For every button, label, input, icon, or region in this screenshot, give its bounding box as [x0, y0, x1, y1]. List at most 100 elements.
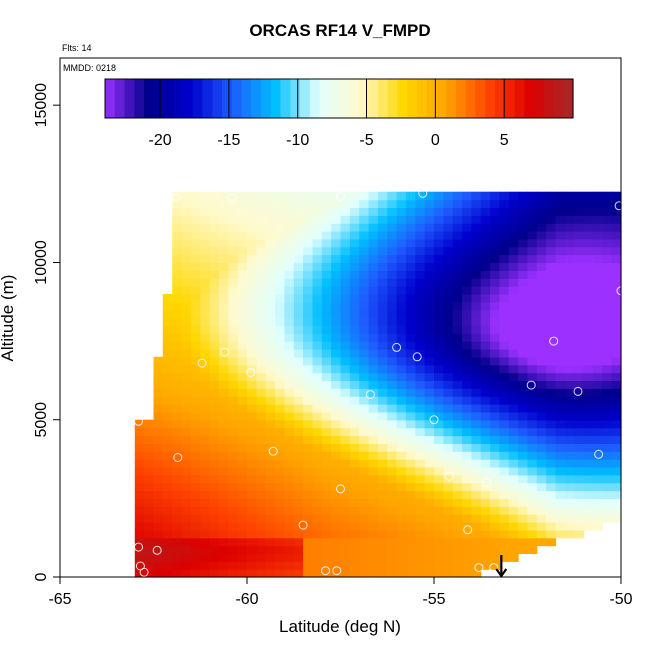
- heatmap-cell: [275, 380, 285, 389]
- heatmap-cell: [499, 404, 510, 413]
- heatmap-cell: [162, 349, 173, 358]
- heatmap-cell: [564, 215, 575, 224]
- heatmap-cell: [359, 278, 370, 287]
- heatmap-cell: [480, 231, 491, 240]
- heatmap-cell: [181, 215, 192, 224]
- heatmap-cell: [349, 223, 360, 232]
- heatmap-cell: [443, 341, 454, 350]
- heatmap-cell: [349, 419, 360, 429]
- heatmap-cell: [209, 474, 220, 484]
- heatmap-cell: [490, 356, 500, 366]
- heatmap-cell: [434, 333, 444, 342]
- heatmap-cell: [546, 514, 557, 523]
- heatmap-cell: [396, 569, 407, 578]
- heatmap-cell: [443, 364, 454, 374]
- heatmap-cell: [162, 514, 173, 523]
- heatmap-cell: [527, 349, 538, 358]
- heatmap-cell: [200, 490, 211, 499]
- heatmap-cell: [471, 396, 482, 405]
- heatmap-cell: [209, 443, 220, 452]
- heatmap-cell: [424, 435, 435, 444]
- heatmap-cell: [583, 490, 594, 499]
- heatmap-cell: [518, 396, 529, 405]
- heatmap-cell: [471, 293, 482, 303]
- heatmap-cell: [564, 396, 575, 405]
- heatmap-cell: [452, 498, 463, 507]
- heatmap-cell: [144, 506, 155, 515]
- colorbar-segment: [563, 79, 574, 118]
- heatmap-cell: [181, 254, 192, 264]
- heatmap-cell: [546, 191, 557, 201]
- heatmap-cell: [564, 199, 575, 208]
- heatmap-cell: [462, 490, 472, 499]
- heatmap-cell: [387, 364, 398, 374]
- heatmap-cell: [490, 553, 500, 562]
- heatmap-cell: [583, 364, 594, 374]
- heatmap-cell: [321, 317, 332, 326]
- heatmap-cell: [583, 380, 594, 389]
- heatmap-cell: [312, 435, 323, 444]
- heatmap-cell: [190, 301, 201, 311]
- heatmap-cell: [564, 301, 575, 311]
- heatmap-cell: [396, 199, 407, 208]
- heatmap-cell: [265, 372, 276, 381]
- heatmap-cell: [536, 459, 547, 468]
- heatmap-cell: [443, 349, 454, 358]
- heatmap-cell: [256, 372, 267, 381]
- heatmap-cell: [387, 317, 398, 326]
- heatmap-cell: [247, 341, 257, 350]
- heatmap-cell: [443, 293, 454, 303]
- heatmap-cell: [181, 333, 192, 342]
- heatmap-cell: [508, 199, 519, 208]
- heatmap-cell: [200, 427, 211, 437]
- heatmap-cell: [471, 215, 482, 224]
- heatmap-cell: [508, 301, 519, 311]
- heatmap-cell: [480, 262, 491, 271]
- heatmap-cell: [331, 349, 342, 358]
- heatmap-cell: [611, 474, 622, 484]
- heatmap-cell: [415, 443, 426, 452]
- heatmap-cell: [387, 419, 398, 429]
- heatmap-cell: [480, 529, 491, 539]
- heatmap-cell: [555, 529, 566, 539]
- heatmap-cell: [434, 380, 444, 389]
- heatmap-cell: [452, 341, 463, 350]
- heatmap-cell: [190, 286, 201, 295]
- heatmap-cell: [275, 356, 285, 366]
- heatmap-cell: [462, 561, 472, 570]
- heatmap-cell: [293, 356, 304, 366]
- heatmap-cell: [209, 341, 220, 350]
- heatmap-cell: [265, 522, 276, 531]
- heatmap-cell: [218, 262, 229, 271]
- heatmap-cell: [237, 545, 248, 554]
- heatmap-cell: [265, 341, 276, 350]
- heatmap-cell: [434, 522, 444, 531]
- heatmap-cell: [602, 419, 613, 429]
- colorbar-segment: [261, 79, 272, 118]
- heatmap-cell: [349, 490, 360, 499]
- heatmap-cell: [209, 561, 220, 570]
- heatmap-cell: [162, 498, 173, 507]
- heatmap-cell: [256, 545, 267, 554]
- heatmap-cell: [265, 411, 276, 421]
- heatmap-cell: [396, 529, 407, 539]
- heatmap-cell: [368, 459, 379, 468]
- heatmap-cell: [424, 238, 435, 248]
- heatmap-cell: [424, 537, 435, 547]
- observation-point: [134, 542, 143, 552]
- heatmap-cell: [592, 325, 603, 334]
- heatmap-cell: [162, 537, 173, 547]
- heatmap-cell: [377, 262, 388, 271]
- heatmap-cell: [452, 443, 463, 452]
- y-tick-label: 15000: [33, 83, 50, 128]
- heatmap-cell: [228, 356, 239, 366]
- heatmap-cell: [396, 293, 407, 303]
- heatmap-cell: [190, 506, 201, 515]
- heatmap-cell: [508, 451, 519, 460]
- heatmap-cell: [284, 474, 295, 484]
- heatmap-cell: [209, 459, 220, 468]
- heatmap-cell: [209, 537, 220, 547]
- heatmap-cell: [405, 278, 416, 287]
- heatmap-cell: [293, 482, 304, 492]
- heatmap-cell: [172, 506, 183, 515]
